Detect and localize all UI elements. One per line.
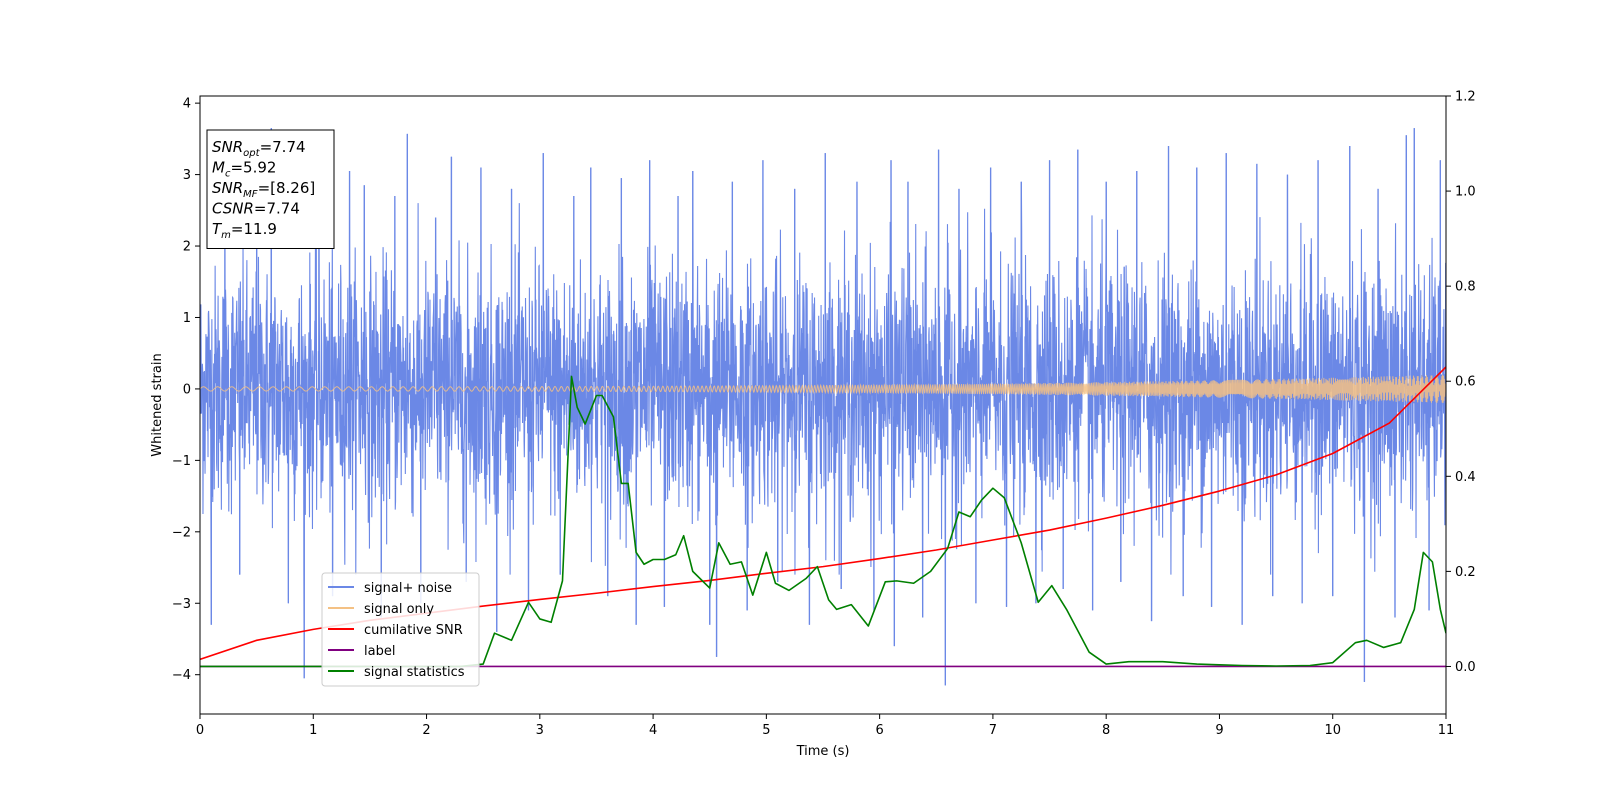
- legend-label-label: label: [364, 644, 395, 659]
- y-left-tick-label-5: 1: [183, 311, 191, 326]
- legend: signal+ noise signal only cumilative SNR la…: [321, 572, 480, 687]
- x-tick-label-10: 10: [1324, 723, 1341, 738]
- series-line-signal-only: [200, 374, 1446, 403]
- annotation-line-2: SNRMF=[8.26]: [212, 179, 315, 200]
- y-left-tick-label-7: 3: [183, 168, 191, 183]
- y-right-tick-label-2: 0.4: [1455, 470, 1476, 485]
- x-tick-label-2: 2: [422, 723, 430, 738]
- y-right-tick-label-5: 1.0: [1455, 185, 1476, 200]
- legend-label-signal-statistics: signal statistics: [364, 665, 465, 680]
- y-left-tick-label-3: −1: [172, 454, 191, 469]
- legend-label-cumilative-snr: cumilative SNR: [364, 623, 463, 638]
- annotation-line-0: SNRopt=7.74: [212, 138, 306, 159]
- annotation-line-1: Mc=5.92: [212, 159, 276, 180]
- series-layer: [200, 128, 1446, 686]
- axes-layer: 0 1 2 3 4 5 6 7 8 9 10 11 −4 −3 −2 −1 0 1 2 3 4 0.0 0.2 0.4 0.6 0…: [172, 90, 1476, 739]
- y-right-tick-label-4: 0.8: [1455, 280, 1476, 295]
- y-axis-label: Whitened strain: [150, 353, 165, 456]
- plot-frame: [199, 95, 1447, 715]
- y-right-tick-label-6: 1.2: [1455, 90, 1476, 105]
- series-line-signal-statistics: [200, 375, 1446, 668]
- annotation-line-3: CSNR=7.74: [212, 200, 300, 218]
- x-tick-label-8: 8: [1102, 723, 1110, 738]
- x-tick-label-4: 4: [649, 723, 657, 738]
- x-tick-label-9: 9: [1215, 723, 1223, 738]
- y-left-tick-label-1: −3: [172, 597, 191, 612]
- legend-label-signal-noise: signal+ noise: [364, 581, 452, 596]
- y-right-tick-label-1: 0.2: [1455, 565, 1476, 580]
- y-left-tick-label-2: −2: [172, 525, 191, 540]
- legend-label-signal-only: signal only: [364, 602, 434, 617]
- x-tick-label-0: 0: [196, 723, 204, 738]
- x-tick-label-1: 1: [309, 723, 317, 738]
- legend-frame: [321, 572, 480, 687]
- y-left-tick-label-4: 0: [183, 382, 191, 397]
- x-axis-label: Time (s): [796, 744, 850, 759]
- y-right-tick-label-0: 0.0: [1455, 660, 1476, 675]
- y-left-tick-label-0: −4: [172, 668, 191, 683]
- x-tick-label-3: 3: [536, 723, 544, 738]
- y-left-tick-label-6: 2: [183, 240, 191, 255]
- x-tick-label-7: 7: [989, 723, 997, 738]
- y-right-tick-label-3: 0.6: [1455, 375, 1476, 390]
- annotation-frame: [206, 129, 335, 249]
- x-tick-label-6: 6: [875, 723, 883, 738]
- y-left-tick-label-8: 4: [183, 97, 191, 112]
- annotation-line-4: Tm=11.9: [212, 220, 277, 241]
- x-tick-label-5: 5: [762, 723, 770, 738]
- x-tick-label-11: 11: [1438, 723, 1455, 738]
